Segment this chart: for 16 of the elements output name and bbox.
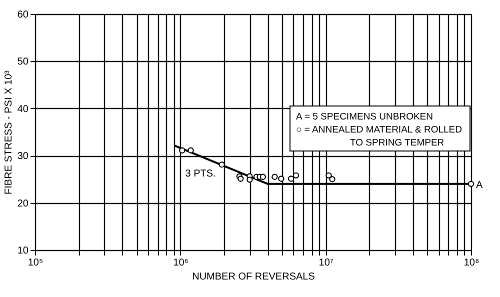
y-tick-label: 10 <box>17 246 29 256</box>
y-axis-title: FIBRE STRESS - PSI X 10³ <box>3 70 14 194</box>
annotation: A = 5 SPECIMENS UNBROKEN <box>296 112 434 122</box>
y-tick-label: 60 <box>17 10 29 20</box>
y-tick-label: 30 <box>17 151 29 162</box>
y-tick-label: 50 <box>17 56 29 68</box>
x-axis-title: NUMBER OF REVERSALS <box>192 272 316 282</box>
annotation: A <box>476 180 483 191</box>
x-tick-label: 10⁸ <box>464 258 480 268</box>
x-tick-label: 10⁵ <box>28 258 44 268</box>
annotation: 3 PTS. <box>185 168 216 180</box>
x-tick-label: 10⁷ <box>318 258 334 268</box>
y-tick-label: 40 <box>17 104 29 115</box>
y-tick-label: 20 <box>17 198 29 210</box>
annotation: ○ = ANNEALED MATERIAL & ROLLED TO SPRING TEMPER <box>296 124 462 148</box>
x-tick-label: 10⁶ <box>173 258 188 268</box>
